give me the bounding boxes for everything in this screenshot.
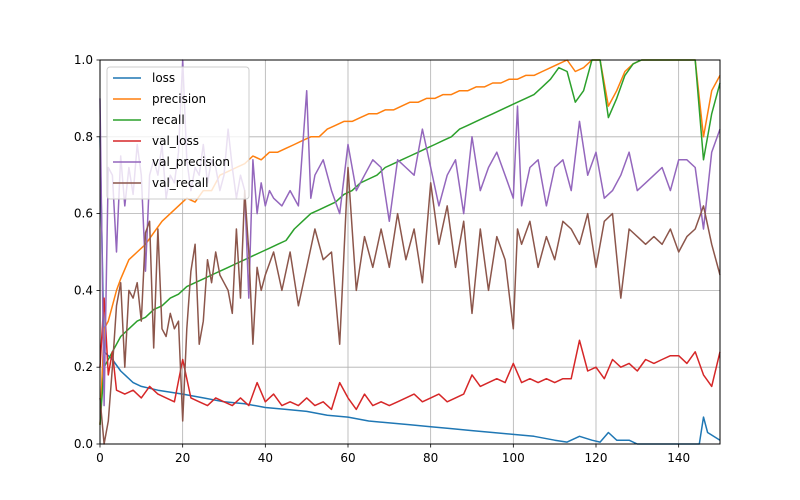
y-tick-label: 0.2 — [74, 360, 93, 374]
axes-frame — [99, 59, 721, 445]
x-tick-label: 20 — [175, 451, 190, 465]
y-tick-label: 1.0 — [74, 53, 93, 67]
legend: loss precision recall val_loss val_precision… — [106, 66, 250, 200]
series-line-val-loss — [99, 297, 721, 411]
y-axis: 0.0 0.2 0.4 0.6 0.8 1.0 — [74, 53, 100, 451]
series-line-val-recall — [99, 166, 721, 445]
x-tick-label: 100 — [502, 451, 525, 465]
legend-label: recall — [152, 113, 185, 127]
legend-label: loss — [152, 71, 175, 85]
legend-label: val_loss — [152, 134, 199, 148]
x-tick-label: 80 — [423, 451, 438, 465]
series-line-recall — [99, 59, 721, 425]
y-tick-label: 0.8 — [74, 130, 93, 144]
legend-box — [106, 66, 250, 200]
x-tick-label: 0 — [96, 451, 104, 465]
legend-label: val_recall — [152, 176, 208, 190]
legend-label: precision — [152, 92, 206, 106]
series-line-loss — [99, 136, 721, 445]
y-tick-label: 0.4 — [74, 283, 93, 297]
x-tick-label: 40 — [258, 451, 273, 465]
x-tick-label: 60 — [340, 451, 355, 465]
legend-label: val_precision — [152, 155, 230, 169]
y-tick-label: 0.6 — [74, 207, 93, 221]
x-axis: 0 20 40 60 80 100 120 140 — [96, 444, 690, 465]
x-tick-label: 140 — [667, 451, 690, 465]
x-tick-label: 120 — [585, 451, 608, 465]
y-tick-label: 0.0 — [74, 437, 93, 451]
